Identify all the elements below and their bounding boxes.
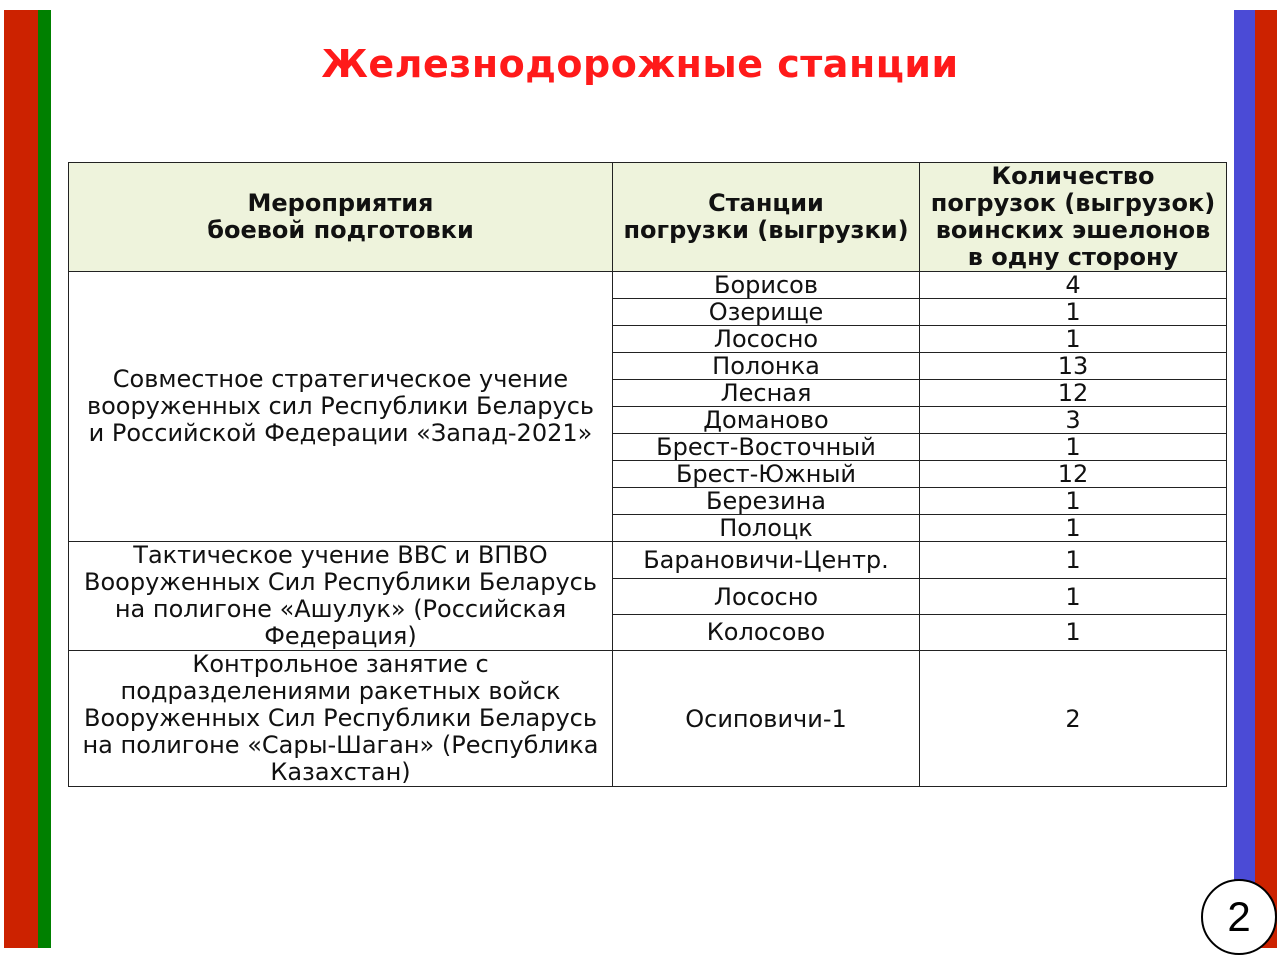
count-cell: 1 [919,487,1227,515]
table-row: Березина 1 [69,487,1227,515]
count-cell: 2 [919,650,1227,787]
count-cell: 1 [919,298,1227,326]
count-cell: 1 [919,578,1227,615]
station-cell: Березина [612,487,920,515]
station-cell: Полоцк [612,514,920,542]
table-header-row: Мероприятия боевой подготовки Станции погр… [68,162,1227,272]
header-stations: Станции погрузки (выгрузки) [612,162,920,272]
header-count: Количество погрузок (выгрузок) воинских эш… [919,162,1227,272]
station-cell: Лесная [612,379,920,407]
flag-stripe-red-right [1255,10,1277,948]
table-row: Лососно 1 [69,325,1227,353]
station-cell: Лососно [612,325,920,353]
table-row: Колосово 1 [69,613,1227,652]
table-row: Полоцк 1 [69,514,1227,542]
count-cell: 1 [919,540,1227,580]
table-row: Доманово 3 [69,406,1227,434]
station-cell: Брест-Южный [612,460,920,488]
event-cell: Тактическое учение ВВС и ВПВО Вооруженны… [68,541,613,651]
count-cell: 1 [919,325,1227,353]
table-row: Контрольное занятие с подразделениями ра… [68,650,1227,787]
count-cell: 12 [919,460,1227,488]
count-cell: 4 [919,271,1227,299]
station-cell: Полонка [612,352,920,380]
count-cell: 1 [919,514,1227,542]
table-row: Полонка 13 [69,352,1227,380]
station-cell: Борисов [612,271,920,299]
flag-stripe-blue-right [1234,10,1255,948]
station-cell: Доманово [612,406,920,434]
table-row: Лососно 1 [69,578,1227,615]
page-title: Железнодорожные станции [321,42,959,86]
table-row: Озерище 1 [69,298,1227,326]
station-cell: Озерище [612,298,920,326]
station-cell: Барановичи-Центр. [612,540,920,580]
count-cell: 1 [919,433,1227,461]
flag-stripe-green-left [38,10,51,948]
station-cell: Колосово [612,613,920,652]
count-cell: 12 [919,379,1227,407]
header-events: Мероприятия боевой подготовки [68,162,613,272]
event-cell: Совместное стратегическое учение вооруже… [68,271,613,542]
station-cell: Лососно [612,578,920,615]
count-cell: 13 [919,352,1227,380]
station-cell: Брест-Восточный [612,433,920,461]
flag-stripe-red-left [4,10,38,948]
stations-table: Мероприятия боевой подготовки Станции погр… [68,162,1227,787]
count-cell: 3 [919,406,1227,434]
table-row: Тактическое учение ВВС и ВПВО Вооруженны… [68,540,1227,651]
table-row: Совместное стратегическое учение вооруже… [68,271,1227,542]
station-cell: Осиповичи-1 [612,650,920,787]
page-number: 2 [1201,879,1277,955]
count-cell: 1 [919,613,1227,652]
event-cell: Контрольное занятие с подразделениями ра… [68,650,613,787]
